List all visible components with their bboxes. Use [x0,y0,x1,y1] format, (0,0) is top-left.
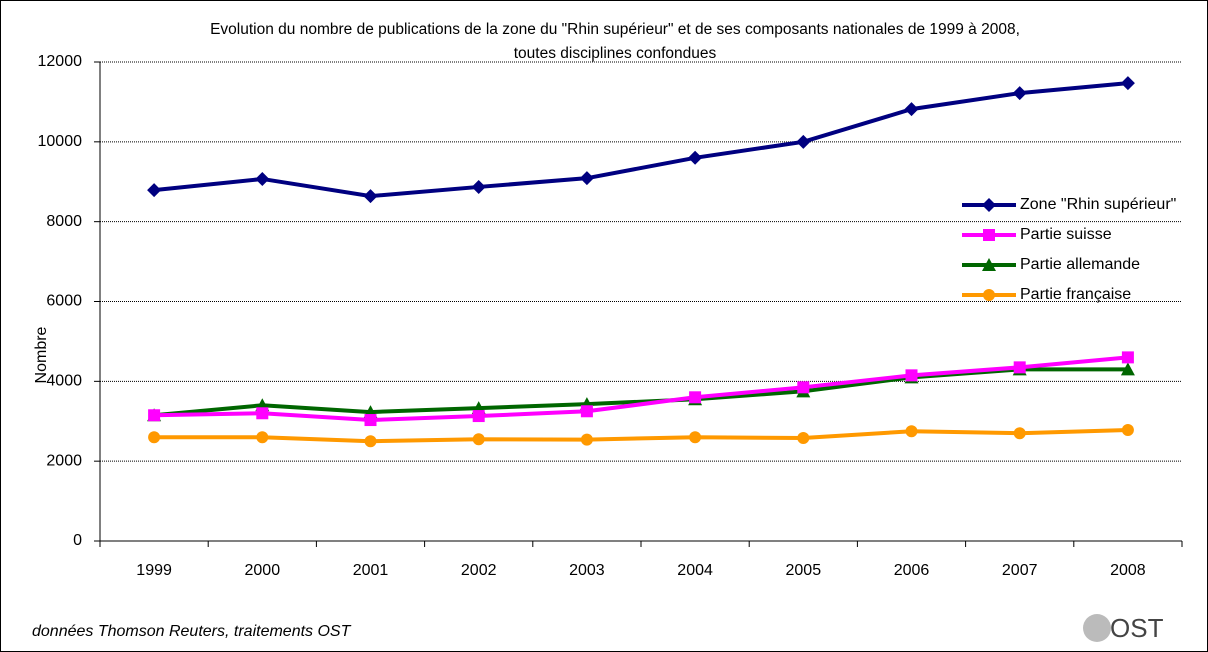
legend-label: Partie suisse [1020,226,1112,243]
legend-marker [982,258,996,271]
marker [1013,427,1026,440]
marker [797,381,810,394]
y-tick-label: 0 [73,532,82,549]
x-tick-label: 1999 [136,562,172,579]
marker [255,171,270,186]
marker [1120,362,1135,376]
marker [1121,424,1134,437]
marker [905,369,918,382]
legend-marker [982,198,996,212]
chart-title: toutes disciplines confondues [514,45,717,62]
marker [364,414,377,427]
series-line [154,355,1129,423]
marker [579,171,594,186]
y-tick-label: 10000 [38,133,83,150]
marker [904,102,919,117]
marker [147,183,162,198]
y-tick-label: 12000 [38,53,83,70]
marker [472,433,485,446]
marker [1013,361,1026,374]
marker [472,410,485,423]
y-tick-label: 6000 [46,293,82,310]
series-line [154,428,1128,444]
marker [256,407,269,420]
marker [689,431,702,444]
marker [688,150,703,165]
chart-title: Evolution du nombre de publications de l… [210,21,1020,38]
x-tick-label: 2005 [786,562,822,579]
marker [148,431,161,444]
y-tick-label: 8000 [46,213,82,230]
marker [580,433,593,446]
marker [797,432,810,445]
x-tick-label: 2000 [245,562,281,579]
marker [689,391,702,404]
x-tick-label: 2008 [1110,562,1146,579]
marker [148,409,161,422]
marker [364,435,377,448]
x-tick-label: 2001 [353,562,389,579]
x-tick-label: 2002 [461,562,497,579]
x-tick-label: 2004 [677,562,713,579]
y-tick-label: 2000 [46,452,82,469]
logo-text: OST [1110,613,1164,643]
source-note: données Thomson Reuters, traitements OST [32,623,352,640]
marker [1121,351,1134,364]
legend-marker [983,289,995,301]
logo-globe [1083,614,1111,642]
legend-label: Partie française [1020,286,1131,303]
legend-label: Partie allemande [1020,256,1140,273]
marker [580,405,593,418]
marker [905,425,918,438]
marker [363,189,378,204]
y-tick-label: 4000 [46,373,82,390]
x-tick-label: 2007 [1002,562,1038,579]
legend-label: Zone "Rhin supérieur" [1020,196,1176,213]
logo: OST [1083,613,1164,643]
marker [1012,86,1027,101]
series-line [153,81,1129,199]
marker [1120,76,1135,91]
x-tick-label: 2003 [569,562,605,579]
marker [256,431,269,444]
x-tick-label: 2006 [894,562,930,579]
marker [796,134,811,149]
y-axis-label: Nombre [33,326,50,383]
marker [471,179,486,194]
legend-marker [983,229,995,241]
